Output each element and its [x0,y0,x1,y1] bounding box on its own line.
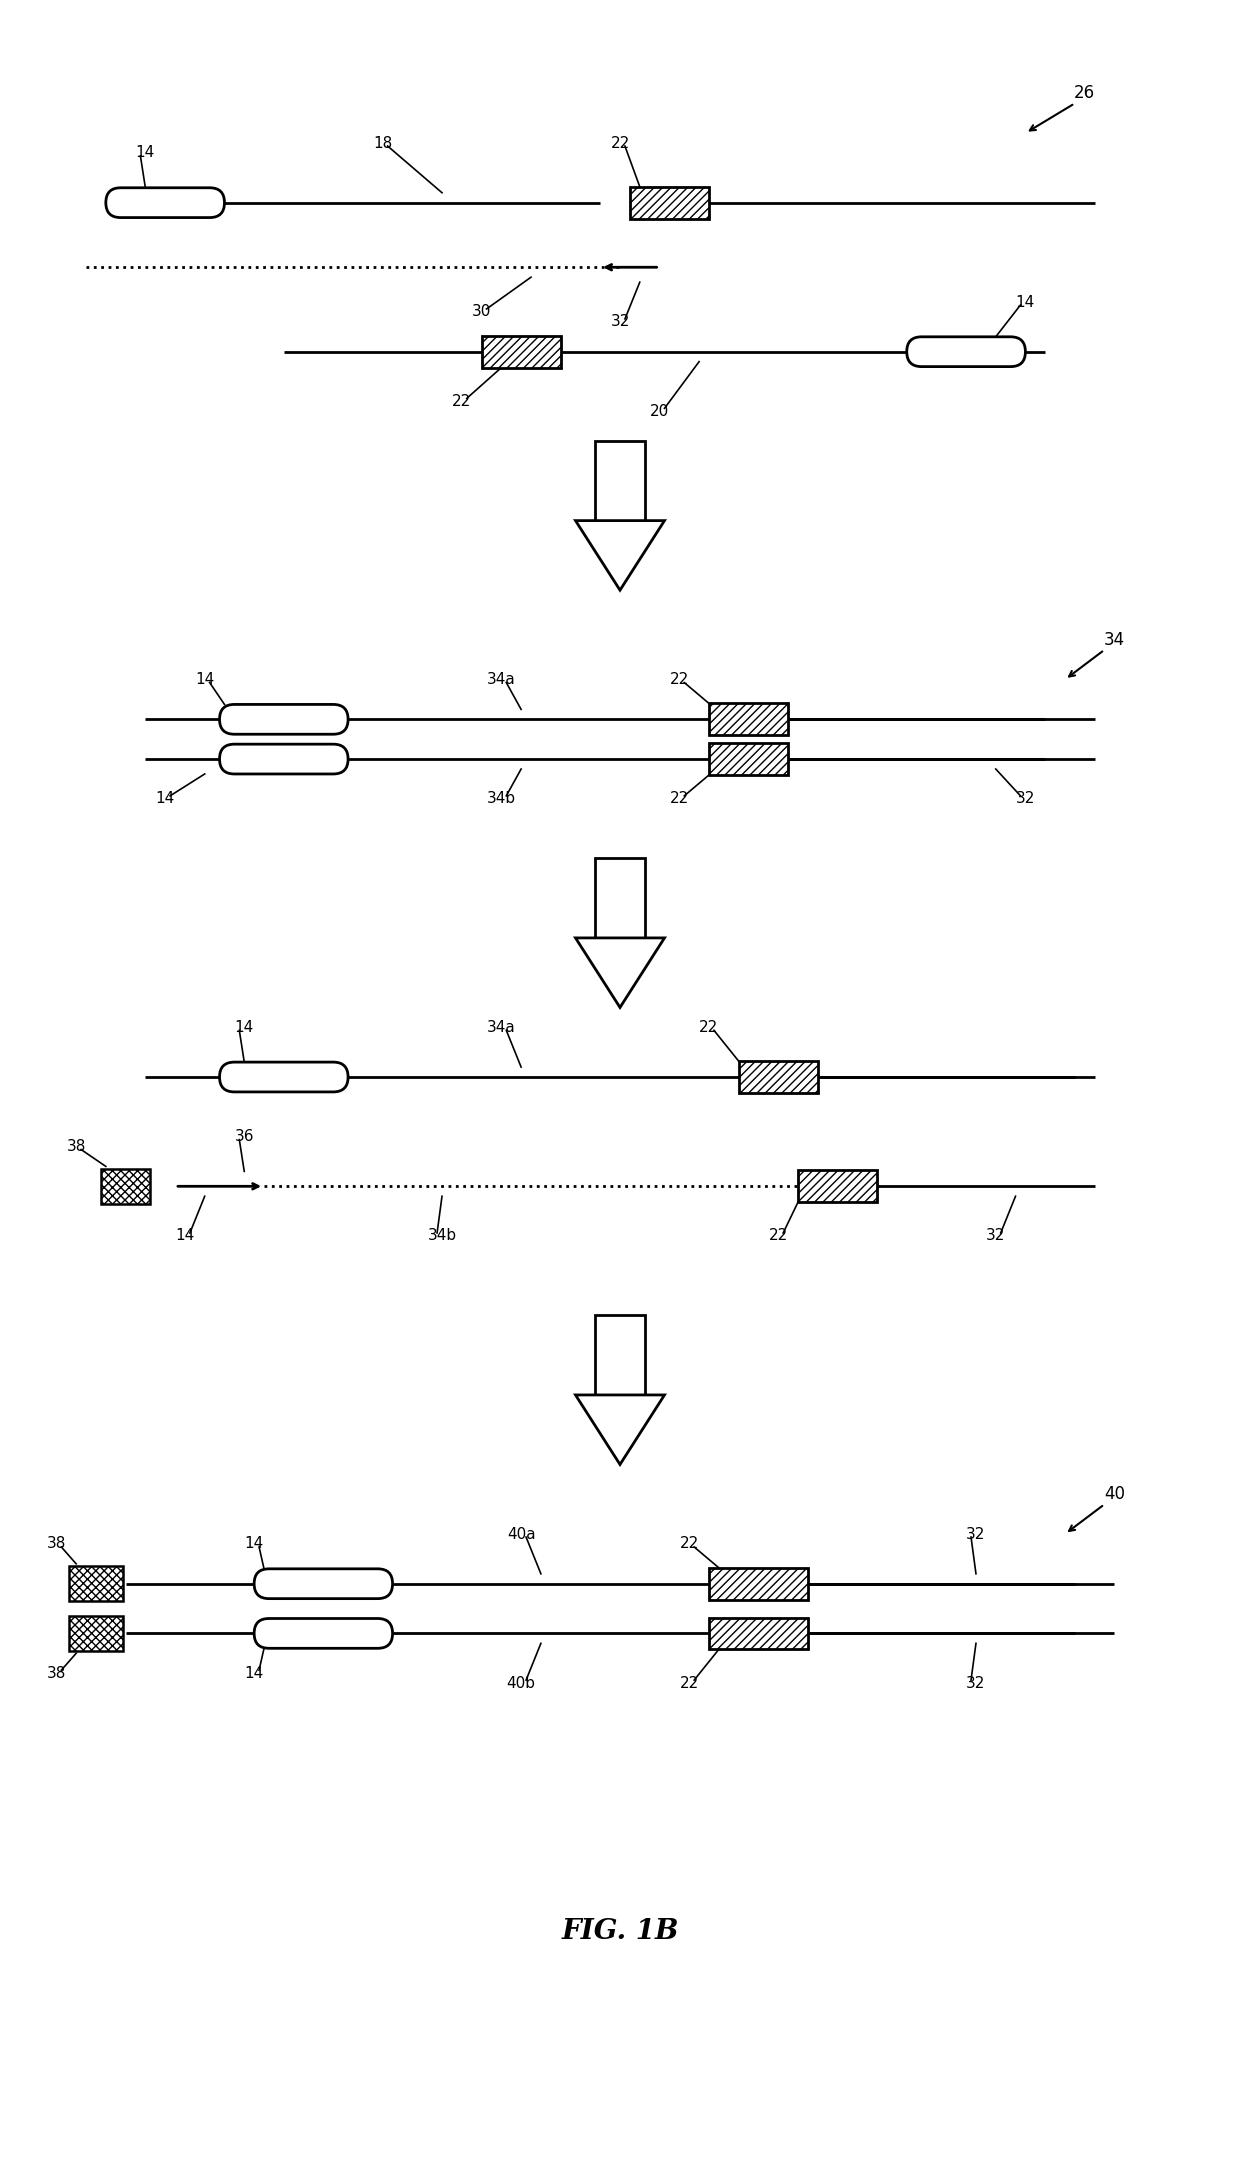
Text: 32: 32 [966,1676,986,1691]
FancyBboxPatch shape [254,1568,393,1598]
Bar [630,188,709,218]
Text: 18: 18 [373,136,392,151]
FancyBboxPatch shape [254,1618,393,1648]
Bar [68,1616,123,1650]
Text: 38: 38 [47,1536,66,1551]
Text: 22: 22 [670,792,689,807]
Text: 14: 14 [195,673,215,688]
Text: 22: 22 [769,1229,787,1242]
Text: 22: 22 [453,395,471,410]
Text: 34: 34 [1104,630,1125,649]
Bar [595,442,645,520]
Text: 36: 36 [234,1128,254,1143]
Text: 14: 14 [244,1536,264,1551]
Bar [595,1316,645,1396]
Polygon shape [575,1396,665,1465]
FancyBboxPatch shape [219,744,348,774]
Text: FIG. 1B: FIG. 1B [562,1918,678,1946]
Text: 22: 22 [699,1020,719,1035]
Text: 22: 22 [610,136,630,151]
Bar [799,1171,877,1201]
Text: 32: 32 [610,315,630,330]
Bar [709,1618,808,1650]
Text: 30: 30 [472,304,491,319]
Text: 20: 20 [650,403,670,418]
Text: 22: 22 [680,1536,699,1551]
Text: 40a: 40a [507,1527,536,1542]
Text: 22: 22 [680,1676,699,1691]
Text: 32: 32 [966,1527,986,1542]
Bar [595,858,645,938]
Bar [709,703,789,736]
Text: 32: 32 [1016,792,1035,807]
Bar [739,1061,817,1094]
FancyBboxPatch shape [105,188,224,218]
Text: 34a: 34a [487,1020,516,1035]
Text: 34b: 34b [487,792,516,807]
Text: 38: 38 [67,1139,86,1154]
Bar [709,744,789,774]
Text: 32: 32 [986,1229,1006,1242]
Text: 14: 14 [234,1020,254,1035]
Bar [481,336,560,367]
Text: 26: 26 [1074,84,1095,101]
Bar [68,1566,123,1600]
Text: 38: 38 [47,1665,66,1680]
Bar [709,1568,808,1600]
FancyBboxPatch shape [906,336,1025,367]
Text: 40: 40 [1104,1486,1125,1503]
Text: 34a: 34a [487,673,516,688]
Text: 14: 14 [1016,296,1035,311]
Text: 14: 14 [155,792,175,807]
Text: 14: 14 [135,145,155,160]
Text: 34b: 34b [428,1229,456,1242]
Polygon shape [575,938,665,1007]
Polygon shape [575,520,665,591]
Text: 40b: 40b [507,1676,536,1691]
Text: 14: 14 [244,1665,264,1680]
FancyBboxPatch shape [219,1061,348,1091]
Text: 22: 22 [670,673,689,688]
Text: 14: 14 [175,1229,195,1242]
Bar [100,1169,150,1204]
FancyBboxPatch shape [219,705,348,733]
